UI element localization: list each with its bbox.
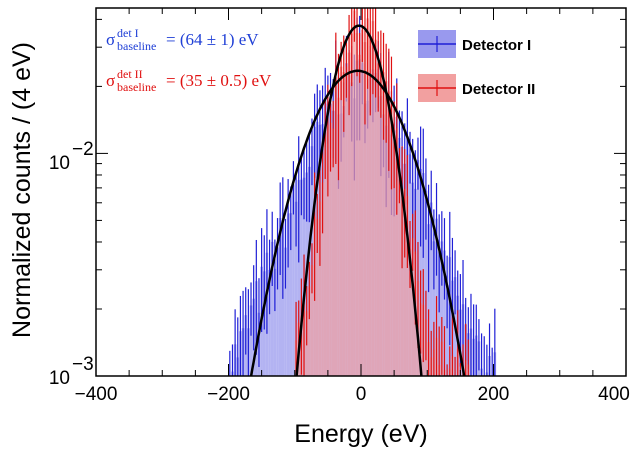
x-tick-label: −400: [75, 384, 118, 405]
histogram-bin: [427, 224, 430, 376]
histogram-bin: [270, 241, 274, 376]
histogram-bin: [355, 33, 359, 376]
legend-entry-detector-ii: Detector II: [418, 74, 535, 102]
histogram-bin: [331, 128, 335, 376]
histogram-bin: [329, 122, 332, 376]
histogram-bin: [443, 250, 446, 376]
histogram-bin: [318, 201, 322, 376]
y-axis-title: Normalized counts / (4 eV): [8, 42, 36, 338]
x-tick-label: 0: [356, 384, 367, 405]
histogram-bin: [437, 251, 441, 376]
sigma-det-i-value: = (64 ± 1) eV: [166, 30, 259, 49]
histogram-bin: [358, 54, 361, 376]
histogram-bin: [432, 241, 436, 376]
histogram-bin: [310, 265, 314, 376]
legend: Detector I Detector II: [418, 30, 535, 102]
legend-label-detector-ii: Detector II: [462, 81, 535, 98]
histogram-bin: [445, 285, 449, 376]
histogram-bin: [323, 129, 327, 376]
histogram-bin: [400, 189, 404, 376]
histogram-bin: [347, 52, 351, 376]
histogram-bin: [342, 72, 346, 376]
histogram-bin: [392, 135, 396, 376]
histogram-bin: [366, 18, 369, 376]
histogram-bin: [273, 268, 277, 376]
histogram-bin: [376, 63, 380, 376]
histogram-bin: [315, 218, 319, 376]
sigma-det-i-subscript: baseline: [117, 39, 156, 53]
histogram-bin: [395, 128, 399, 376]
histogram-bin: [379, 64, 383, 376]
x-tick-label: −200: [207, 384, 250, 405]
x-axis-title: Energy (eV): [294, 420, 427, 448]
sigma-det-ii-value: = (35 ± 0.5) eV: [166, 71, 272, 90]
x-tick-label: 200: [478, 384, 510, 405]
histogram-bin: [411, 238, 414, 376]
histogram-bin: [337, 97, 340, 376]
annotation-det-ii: σ det II baseline = (35 ± 0.5) eV: [106, 67, 272, 94]
histogram-bin: [300, 179, 303, 376]
fit-curves: [249, 24, 466, 376]
histogram-bin: [361, 29, 364, 376]
histogram-bin: [368, 38, 372, 376]
histogram-bin: [289, 213, 293, 376]
histogram-bin: [363, 42, 367, 376]
histogram-bin: [371, 21, 375, 376]
histogram-bin: [424, 190, 428, 376]
histogram-bin: [350, 33, 354, 376]
y-tick-exponent: −2: [72, 139, 94, 160]
y-tick-labels: 10 −3 10 −2: [49, 139, 94, 389]
histogram-bin: [387, 91, 391, 376]
histogram-bin: [308, 286, 311, 376]
histogram-bin: [268, 269, 271, 376]
histogram-bin: [408, 248, 412, 376]
histogram-bin: [249, 305, 253, 376]
histogram-bin: [398, 171, 401, 376]
axis-ticks: [95, 8, 627, 377]
histogram-bin: [429, 202, 433, 376]
histogram-bin: [390, 101, 393, 376]
histogram-bin: [339, 66, 343, 376]
y-tick-label: 10: [49, 153, 70, 174]
sigma-det-i-superscript: det I: [117, 26, 139, 40]
histogram-bin: [334, 77, 338, 376]
y-tick-exponent: −3: [72, 354, 94, 375]
histogram-bin: [292, 184, 295, 376]
histogram-bin: [353, 10, 356, 376]
histogram-bin: [403, 188, 407, 376]
histogram-bin: [382, 72, 385, 376]
x-tick-labels: −400 −200 0 200 400: [75, 384, 630, 405]
histogram-bin: [384, 81, 388, 376]
histogram-bin: [326, 125, 330, 376]
histogram-bin: [297, 180, 301, 376]
histogram-bin: [374, 39, 377, 376]
histogram-bin: [276, 247, 279, 376]
histogram-bin: [321, 182, 324, 376]
x-tick-label: 400: [598, 384, 630, 405]
sigma-det-ii-symbol: σ: [106, 71, 115, 90]
histogram-bin: [345, 66, 348, 376]
histogram-bin: [286, 213, 290, 376]
legend-label-detector-i: Detector I: [462, 37, 531, 54]
histogram-bin: [278, 218, 282, 376]
gaussian-fit-detector-i: [249, 69, 466, 376]
histogram-bin: [294, 201, 298, 376]
histogram-bin: [406, 195, 409, 376]
sigma-det-i-symbol: σ: [106, 30, 115, 49]
y-tick-label: 10: [49, 368, 70, 389]
sigma-det-ii-superscript: det II: [117, 67, 143, 81]
sigma-det-ii-subscript: baseline: [117, 80, 156, 94]
annotation-det-i: σ det I baseline = (64 ± 1) eV: [106, 26, 259, 53]
histogram-bin: [284, 247, 287, 376]
gaussian-fit-detector-ii: [295, 24, 423, 376]
legend-entry-detector-i: Detector I: [418, 30, 531, 58]
histogram-bin: [440, 241, 444, 376]
